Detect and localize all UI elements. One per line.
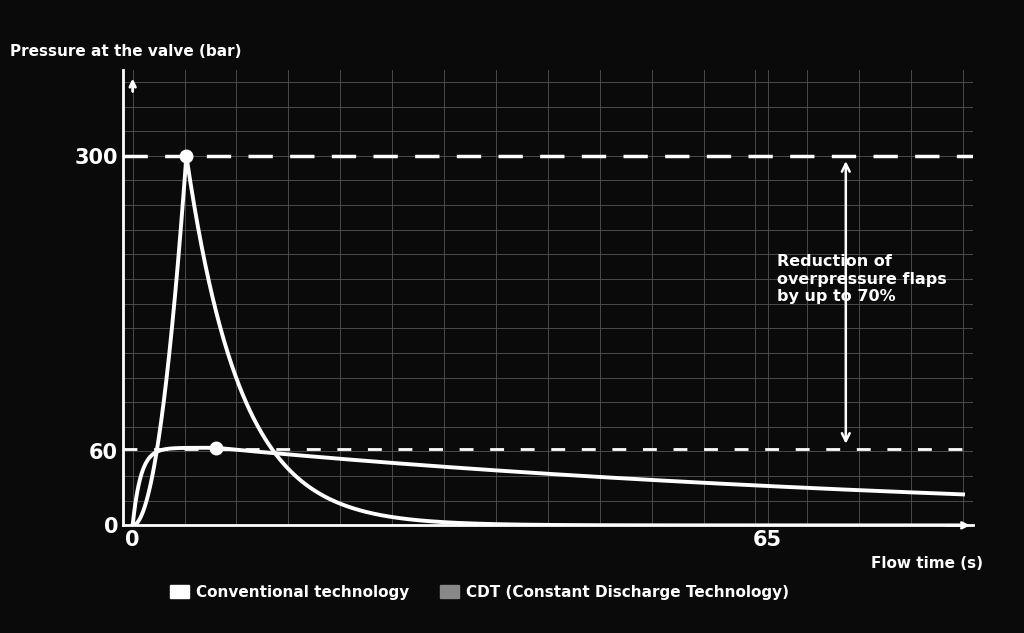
Legend: Conventional technology, CDT (Constant Discharge Technology): Conventional technology, CDT (Constant D… [165,579,796,606]
Text: Reduction of
overpressure flaps
by up to 70%: Reduction of overpressure flaps by up to… [777,254,947,304]
Text: Flow time (s): Flow time (s) [870,556,983,571]
Text: Pressure at the valve (bar): Pressure at the valve (bar) [10,44,242,60]
